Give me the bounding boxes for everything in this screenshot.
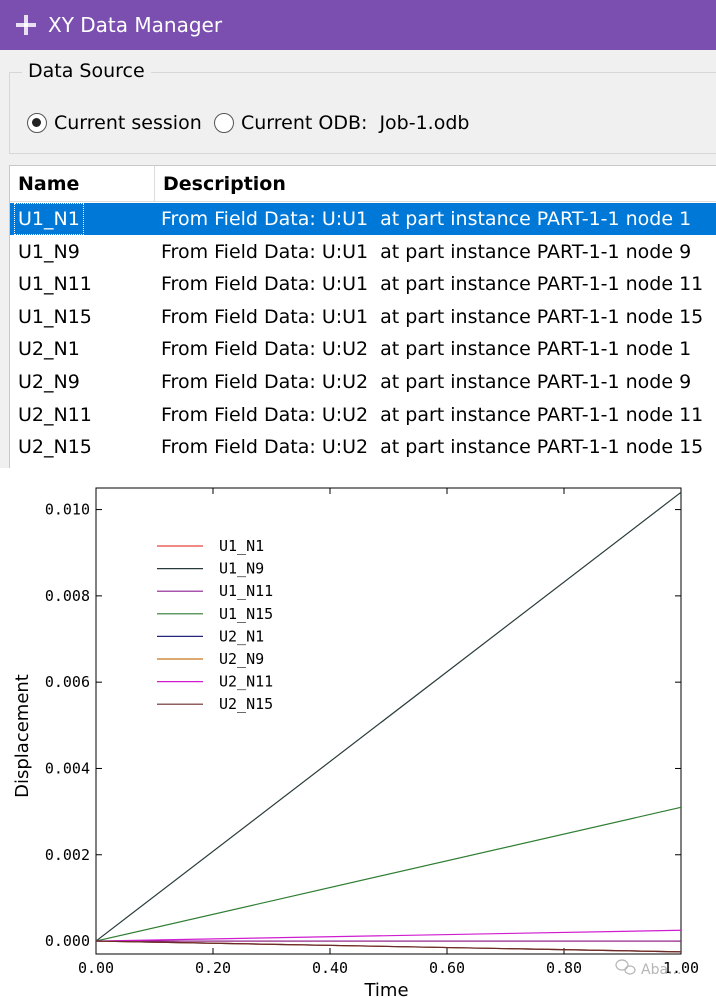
series-line-u1-n15: [95, 806, 682, 942]
table-header: Name Description: [10, 166, 716, 202]
table-row[interactable]: U1_N1 From Field Data: U:U1 at part instan…: [10, 203, 716, 235]
legend-label: U2_N1: [219, 627, 264, 645]
x-tick-label: 0.00: [78, 959, 114, 977]
row-description: From Field Data: U:U2 at part instance PA…: [161, 333, 691, 365]
radio-current-session-label: Current session: [54, 112, 202, 134]
legend-label: U1_N1: [219, 537, 264, 555]
plot-frame: [95, 487, 682, 955]
table-row[interactable]: U1_N15 From Field Data: U:U1 at part insta…: [10, 301, 716, 333]
legend-label: U1_N11: [219, 582, 273, 600]
row-name: U2_N11: [18, 403, 92, 426]
y-tick-label: 0.000: [45, 932, 90, 950]
row-description-source: From Field Data: U:U1: [161, 273, 369, 296]
y-tick-label: 0.010: [45, 501, 90, 519]
row-description-location: at part instance PART-1-1 node 11: [380, 273, 704, 296]
row-description-source: From Field Data: U:U1: [161, 305, 369, 328]
row-name: U1_N1: [14, 203, 84, 235]
row-description-location: at part instance PART-1-1 node 9: [380, 240, 692, 263]
xy-data-manager-dialog: XY Data Manager Data Source Current sess…: [0, 0, 716, 468]
row-description: From Field Data: U:U2 at part instance PA…: [161, 431, 703, 463]
row-name: U2_N9: [18, 371, 80, 393]
x-tick-label: 0.40: [312, 959, 348, 977]
legend-label: U2_N9: [219, 650, 264, 668]
series-line-u2-n15: [95, 940, 682, 953]
y-tick-label: 0.004: [45, 759, 90, 777]
x-tick-label: 0.20: [195, 959, 231, 977]
radio-unselected-icon[interactable]: [214, 113, 234, 133]
table-row[interactable]: U1_N11 From Field Data: U:U1 at part insta…: [10, 268, 716, 300]
data-source-group: Data Source Current session Current ODB:…: [9, 59, 716, 154]
table-row[interactable]: U2_N15 From Field Data: U:U2 at part insta…: [10, 431, 716, 463]
xy-plot: 0.000 0.002 0.004 0.006 0.008 0.010 0.00 0.20 0.…: [0, 470, 716, 997]
row-description-source: From Field Data: U:U2: [161, 338, 369, 361]
row-name: U1_N11: [18, 273, 92, 296]
plus-cross-icon: [16, 15, 36, 35]
legend-label: U2_N11: [219, 673, 273, 691]
row-description: From Field Data: U:U1 at part instance PA…: [161, 268, 703, 300]
y-axis-label: Displacement: [12, 674, 33, 798]
row-description-source: From Field Data: U:U2: [161, 371, 369, 393]
row-description-location: at part instance PART-1-1 node 15: [380, 305, 704, 328]
radio-current-odb-label: Current ODB:: [241, 112, 368, 134]
data-source-legend: Data Source: [22, 59, 151, 83]
odb-name: Job-1.odb: [379, 112, 470, 134]
column-header-name[interactable]: Name: [10, 166, 155, 202]
row-description-location: at part instance PART-1-1 node 1: [380, 208, 692, 230]
row-name: U2_N15: [18, 436, 92, 459]
radio-current-odb[interactable]: Current ODB: Job-1.odb: [214, 111, 469, 135]
x-tick-label: 1.00: [663, 959, 699, 977]
title-bar[interactable]: XY Data Manager: [0, 0, 716, 50]
x-tick-label: 0.60: [429, 959, 465, 977]
table-row[interactable]: U2_N1 From Field Data: U:U2 at part instan…: [10, 333, 716, 365]
series-line-u1-n9: [95, 491, 682, 942]
table-row[interactable]: U2_N11 From Field Data: U:U2 at part insta…: [10, 399, 716, 431]
watermark-text: Aba...: [641, 962, 681, 978]
row-description: From Field Data: U:U1 at part instance PA…: [161, 203, 691, 235]
row-description: From Field Data: U:U1 at part instance PA…: [161, 236, 691, 268]
x-axis-label: Time: [363, 980, 408, 997]
series-line-u2-n11: [95, 929, 682, 942]
radio-current-session[interactable]: Current session: [27, 111, 202, 135]
row-description-location: at part instance PART-1-1 node 9: [380, 371, 692, 393]
column-header-description[interactable]: Description: [163, 173, 286, 195]
y-tick-label: 0.002: [45, 846, 90, 864]
row-description-source: From Field Data: U:U1: [161, 240, 369, 263]
y-tick-label: 0.008: [45, 587, 90, 605]
radio-selected-icon[interactable]: [27, 113, 47, 133]
legend-label: U1_N15: [219, 605, 273, 623]
row-description: From Field Data: U:U1 at part instance PA…: [161, 301, 703, 333]
y-tick-label: 0.006: [45, 673, 90, 691]
x-tick-label: 0.80: [546, 959, 582, 977]
xy-plot-svg: 0.000 0.002 0.004 0.006 0.008 0.010 0.00 0.20 0.…: [12, 487, 699, 997]
row-description-location: at part instance PART-1-1 node 1: [380, 338, 692, 361]
row-description-source: From Field Data: U:U2: [161, 403, 369, 426]
row-description-location: at part instance PART-1-1 node 15: [380, 436, 704, 459]
row-name: U1_N9: [18, 240, 80, 263]
row-description-source: From Field Data: U:U1: [161, 208, 369, 230]
table-row[interactable]: U2_N9 From Field Data: U:U2 at part instan…: [10, 366, 716, 398]
legend-label: U1_N9: [219, 560, 264, 578]
row-description-location: at part instance PART-1-1 node 11: [380, 403, 704, 426]
wechat-icon: [615, 959, 636, 975]
row-name: U2_N1: [18, 338, 80, 361]
legend-label: U2_N15: [219, 695, 273, 713]
table-row[interactable]: U1_N9 From Field Data: U:U1 at part instan…: [10, 236, 716, 268]
row-description: From Field Data: U:U2 at part instance PA…: [161, 366, 691, 398]
row-name: U1_N15: [18, 305, 92, 328]
window-title: XY Data Manager: [48, 13, 223, 37]
row-description: From Field Data: U:U2 at part instance PA…: [161, 399, 703, 431]
row-description-source: From Field Data: U:U2: [161, 436, 369, 459]
xy-data-table[interactable]: Name Description U1_N1 From Field Data: U…: [9, 165, 716, 468]
